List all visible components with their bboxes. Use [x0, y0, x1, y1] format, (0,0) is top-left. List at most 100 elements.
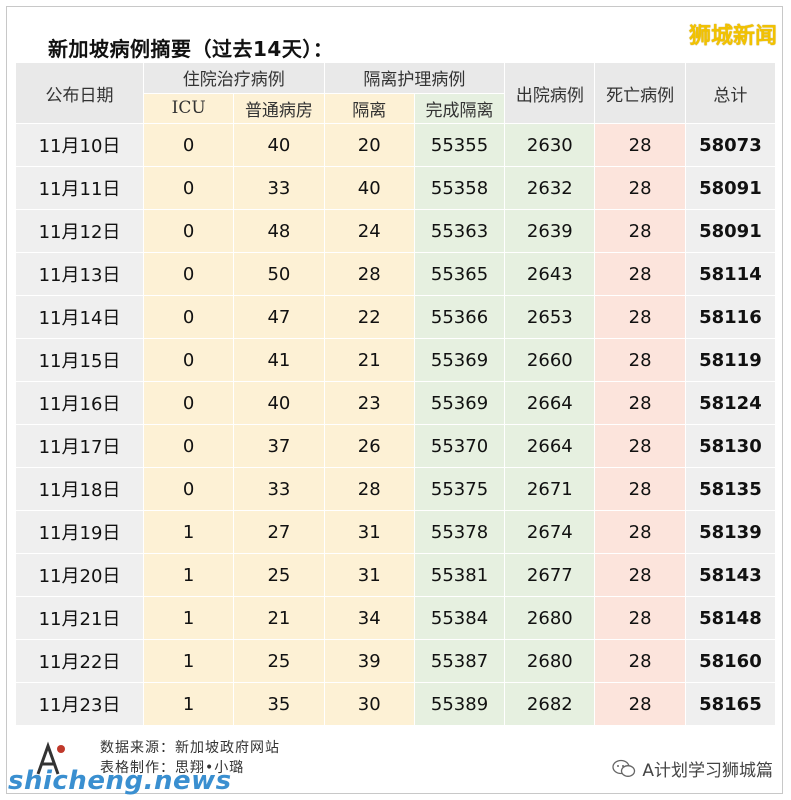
cell-date: 11月13日 — [15, 252, 144, 296]
header-isolation-group: 隔离护理病例 — [323, 62, 506, 94]
cell-total: 58119 — [684, 338, 777, 382]
cell-done: 55381 — [413, 553, 506, 597]
table-row: 11月10日 0 40 20 55355 2630 28 58073 — [15, 123, 777, 167]
cell-dead: 28 — [594, 467, 686, 511]
cell-done: 55363 — [413, 209, 506, 253]
cell-iso: 39 — [323, 639, 415, 683]
cell-ward: 40 — [233, 123, 325, 167]
header-done-isolation: 完成隔离 — [413, 92, 506, 124]
header-hospital-group: 住院治疗病例 — [143, 62, 325, 94]
table-row: 11月12日 0 48 24 55363 2639 28 58091 — [15, 209, 777, 253]
cell-ward: 25 — [233, 553, 325, 597]
cell-ward: 37 — [233, 424, 325, 468]
cell-date: 11月10日 — [15, 123, 144, 167]
cell-dead: 28 — [594, 424, 686, 468]
cell-iso: 31 — [323, 510, 415, 554]
table-row: 11月19日 1 27 31 55378 2674 28 58139 — [15, 510, 777, 554]
cell-ward: 40 — [233, 381, 325, 425]
cell-disc: 2682 — [504, 682, 596, 726]
cell-ward: 50 — [233, 252, 325, 296]
cell-ward: 33 — [233, 166, 325, 210]
cell-ward: 25 — [233, 639, 325, 683]
cell-icu: 1 — [142, 553, 235, 597]
cell-disc: 2680 — [504, 596, 596, 640]
cell-date: 11月21日 — [15, 596, 144, 640]
cell-dead: 28 — [594, 381, 686, 425]
brand-watermark: 狮城新闻 — [688, 24, 777, 49]
header-icu: ICU — [142, 92, 235, 124]
cell-disc: 2660 — [504, 338, 596, 382]
case-summary-table: 公布日期 住院治疗病例 隔离护理病例 出院病例 死亡病例 总计 ICU 普通病房… — [15, 62, 777, 726]
table-row: 11月13日 0 50 28 55365 2643 28 58114 — [15, 252, 777, 296]
cell-total: 58148 — [684, 596, 777, 640]
cell-dead: 28 — [594, 553, 686, 597]
wechat-account: A计划学习狮城篇 — [612, 756, 773, 781]
cell-iso: 40 — [323, 166, 415, 210]
cell-disc: 2671 — [504, 467, 596, 511]
cell-ward: 27 — [233, 510, 325, 554]
cell-ward: 47 — [233, 295, 325, 339]
cell-total: 58116 — [684, 295, 777, 339]
logo-icon — [36, 741, 65, 775]
cell-done: 55358 — [413, 166, 506, 210]
cell-iso: 28 — [323, 252, 415, 296]
cell-done: 55387 — [413, 639, 506, 683]
footer-source: 数据来源：新加坡政府网站 — [100, 740, 280, 756]
cell-disc: 2664 — [504, 424, 596, 468]
page-title: 新加坡病例摘要（过去14天）： — [48, 37, 334, 61]
cell-total: 58139 — [684, 510, 777, 554]
cell-done: 55355 — [413, 123, 506, 167]
cell-dead: 28 — [594, 209, 686, 253]
table-row: 11月15日 0 41 21 55369 2660 28 58119 — [15, 338, 777, 382]
cell-icu: 0 — [142, 123, 235, 167]
cell-iso: 23 — [323, 381, 415, 425]
cell-ward: 21 — [233, 596, 325, 640]
cell-disc: 2639 — [504, 209, 596, 253]
cell-icu: 1 — [142, 510, 235, 554]
table-row: 11月16日 0 40 23 55369 2664 28 58124 — [15, 381, 777, 425]
table-row: 11月14日 0 47 22 55366 2653 28 58116 — [15, 295, 777, 339]
cell-disc: 2643 — [504, 252, 596, 296]
cell-icu: 0 — [142, 166, 235, 210]
table-row: 11月20日 1 25 31 55381 2677 28 58143 — [15, 553, 777, 597]
cell-icu: 0 — [142, 252, 235, 296]
cell-date: 11月12日 — [15, 209, 144, 253]
cell-disc: 2630 — [504, 123, 596, 167]
table-row: 11月23日 1 35 30 55389 2682 28 58165 — [15, 682, 777, 726]
cell-iso: 34 — [323, 596, 415, 640]
cell-icu: 0 — [142, 209, 235, 253]
cell-total: 58091 — [684, 166, 777, 210]
header-ward: 普通病房 — [233, 92, 325, 124]
table-row: 11月18日 0 33 28 55375 2671 28 58135 — [15, 467, 777, 511]
cell-disc: 2674 — [504, 510, 596, 554]
cell-icu: 1 — [142, 682, 235, 726]
cell-date: 11月23日 — [15, 682, 144, 726]
cell-dead: 28 — [594, 596, 686, 640]
cell-dead: 28 — [594, 252, 686, 296]
table-row: 11月21日 1 21 34 55384 2680 28 58148 — [15, 596, 777, 640]
site-watermark: shicheng.news — [8, 766, 232, 796]
cell-icu: 0 — [142, 424, 235, 468]
wechat-account-name: A计划学习狮城篇 — [642, 761, 773, 781]
header-discharged: 出院病例 — [504, 62, 596, 124]
cell-iso: 26 — [323, 424, 415, 468]
cell-date: 11月18日 — [15, 467, 144, 511]
cell-done: 55378 — [413, 510, 506, 554]
cell-total: 58130 — [684, 424, 777, 468]
cell-icu: 0 — [142, 295, 235, 339]
header-total: 总计 — [684, 62, 777, 124]
footer-credits: 数据来源：新加坡政府网站 表格制作：思翔•小璐 — [100, 738, 280, 778]
cell-dead: 28 — [594, 682, 686, 726]
cell-iso: 31 — [323, 553, 415, 597]
cell-iso: 22 — [323, 295, 415, 339]
cell-ward: 41 — [233, 338, 325, 382]
cell-date: 11月11日 — [15, 166, 144, 210]
cell-ward: 35 — [233, 682, 325, 726]
cell-icu: 1 — [142, 639, 235, 683]
cell-icu: 1 — [142, 596, 235, 640]
cell-date: 11月17日 — [15, 424, 144, 468]
cell-done: 55365 — [413, 252, 506, 296]
header-deaths: 死亡病例 — [594, 62, 686, 124]
header-date: 公布日期 — [15, 62, 144, 124]
cell-date: 11月19日 — [15, 510, 144, 554]
